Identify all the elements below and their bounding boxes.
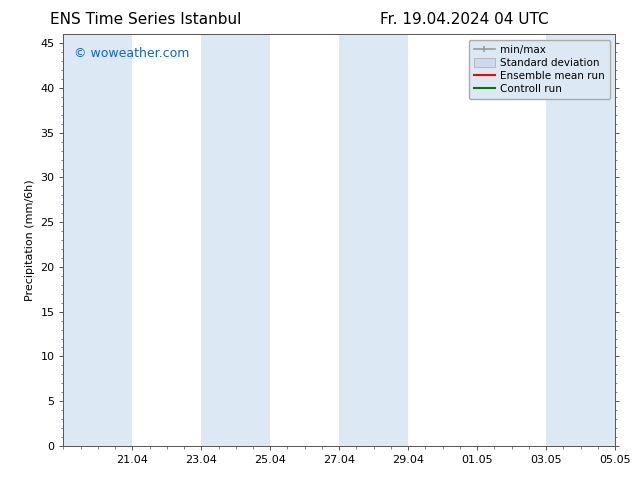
Bar xyxy=(202,34,270,446)
Bar xyxy=(63,34,133,446)
Legend: min/max, Standard deviation, Ensemble mean run, Controll run: min/max, Standard deviation, Ensemble me… xyxy=(469,40,610,99)
Bar xyxy=(339,34,408,446)
Bar xyxy=(546,34,615,446)
Text: © woweather.com: © woweather.com xyxy=(74,47,190,60)
Text: Fr. 19.04.2024 04 UTC: Fr. 19.04.2024 04 UTC xyxy=(380,12,549,27)
Text: ENS Time Series Istanbul: ENS Time Series Istanbul xyxy=(49,12,241,27)
Y-axis label: Precipitation (mm/6h): Precipitation (mm/6h) xyxy=(25,179,35,301)
